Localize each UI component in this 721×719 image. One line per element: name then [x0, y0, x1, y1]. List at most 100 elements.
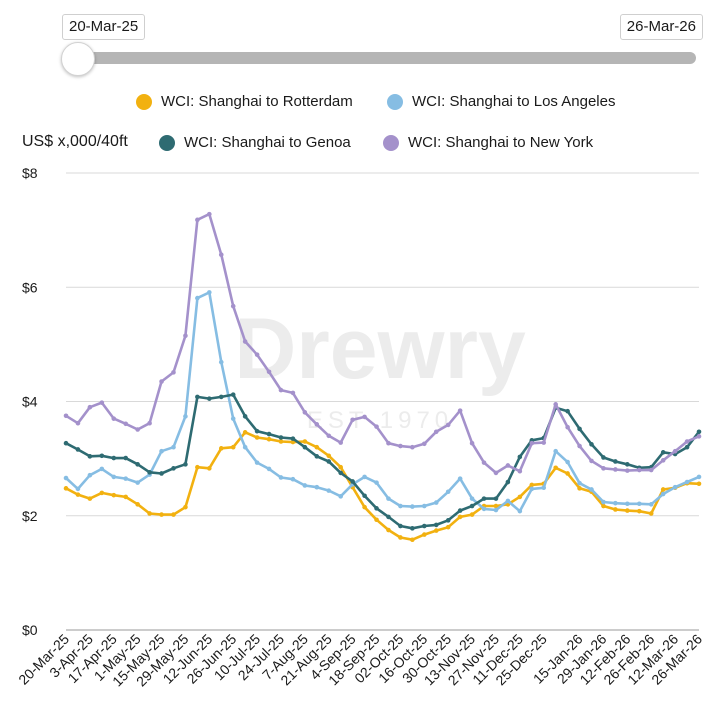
data-point[interactable] — [302, 483, 308, 488]
data-point[interactable] — [577, 426, 582, 432]
data-point[interactable] — [87, 454, 93, 459]
data-point[interactable] — [159, 379, 164, 384]
data-point[interactable] — [445, 518, 451, 523]
data-point[interactable] — [278, 475, 284, 480]
data-point[interactable] — [266, 466, 272, 472]
data-point[interactable] — [696, 474, 702, 480]
data-point[interactable] — [636, 508, 642, 514]
data-point[interactable] — [159, 448, 164, 454]
data-point[interactable] — [672, 484, 678, 490]
data-point[interactable] — [147, 470, 152, 475]
data-point[interactable] — [541, 440, 547, 445]
data-point[interactable] — [99, 453, 105, 459]
data-point[interactable] — [302, 410, 308, 415]
data-point[interactable] — [422, 523, 427, 529]
data-point[interactable] — [195, 464, 200, 470]
data-point[interactable] — [254, 460, 260, 465]
data-point[interactable] — [374, 506, 379, 511]
data-point[interactable] — [589, 487, 594, 492]
data-point[interactable] — [99, 400, 105, 405]
data-point[interactable] — [660, 487, 666, 492]
data-point[interactable] — [135, 480, 140, 485]
data-point[interactable] — [410, 444, 415, 450]
data-point[interactable] — [314, 444, 320, 450]
range-end-date[interactable]: 26-Mar-26 — [619, 14, 703, 40]
data-point[interactable] — [242, 430, 248, 435]
data-point[interactable] — [493, 507, 499, 513]
data-point[interactable] — [517, 494, 523, 500]
data-point[interactable] — [242, 414, 248, 419]
data-point[interactable] — [457, 508, 463, 513]
data-point[interactable] — [684, 479, 690, 485]
data-point[interactable] — [183, 462, 188, 467]
data-point[interactable] — [195, 217, 200, 223]
data-point[interactable] — [505, 463, 511, 468]
data-point[interactable] — [636, 467, 642, 473]
data-point[interactable] — [660, 450, 666, 455]
data-point[interactable] — [75, 486, 81, 492]
data-point[interactable] — [541, 485, 547, 491]
data-point[interactable] — [481, 460, 487, 465]
data-point[interactable] — [183, 333, 188, 339]
data-point[interactable] — [326, 459, 332, 464]
data-point[interactable] — [648, 511, 654, 516]
data-point[interactable] — [433, 429, 439, 435]
data-point[interactable] — [75, 420, 81, 426]
legend-item-new-york[interactable]: WCI: Shanghai to New York — [383, 134, 593, 151]
data-point[interactable] — [601, 503, 606, 509]
data-point[interactable] — [410, 504, 415, 509]
data-point[interactable] — [433, 528, 439, 533]
data-point[interactable] — [183, 414, 188, 419]
data-point[interactable] — [362, 504, 367, 510]
data-point[interactable] — [266, 369, 272, 375]
data-point[interactable] — [493, 503, 499, 509]
data-point[interactable] — [314, 484, 320, 490]
data-point[interactable] — [171, 512, 176, 517]
data-point[interactable] — [433, 522, 439, 528]
data-point[interactable] — [99, 466, 105, 472]
data-point[interactable] — [553, 448, 558, 454]
data-point[interactable] — [696, 434, 702, 439]
data-point[interactable] — [171, 370, 176, 375]
data-point[interactable] — [218, 359, 224, 365]
data-point[interactable] — [326, 488, 332, 493]
data-point[interactable] — [625, 508, 630, 513]
data-point[interactable] — [218, 252, 224, 257]
data-point[interactable] — [696, 481, 702, 487]
data-point[interactable] — [469, 503, 475, 509]
data-point[interactable] — [410, 526, 415, 531]
data-point[interactable] — [684, 444, 690, 450]
data-point[interactable] — [374, 517, 379, 523]
data-point[interactable] — [338, 440, 343, 445]
data-point[interactable] — [529, 440, 535, 446]
data-point[interactable] — [696, 429, 702, 435]
data-point[interactable] — [386, 514, 391, 520]
data-point[interactable] — [505, 479, 511, 485]
data-point[interactable] — [111, 416, 117, 421]
data-point[interactable] — [374, 480, 379, 485]
data-point[interactable] — [230, 416, 236, 421]
data-point[interactable] — [445, 524, 451, 530]
data-point[interactable] — [469, 512, 475, 517]
data-point[interactable] — [613, 500, 618, 506]
data-point[interactable] — [123, 455, 129, 461]
data-point[interactable] — [207, 290, 212, 295]
data-point[interactable] — [505, 498, 511, 504]
data-point[interactable] — [684, 439, 690, 444]
data-point[interactable] — [422, 532, 427, 537]
data-point[interactable] — [433, 500, 439, 505]
data-point[interactable] — [350, 479, 355, 484]
data-point[interactable] — [278, 387, 284, 393]
data-point[interactable] — [159, 471, 164, 476]
data-point[interactable] — [553, 465, 558, 471]
data-point[interactable] — [362, 493, 367, 499]
data-point[interactable] — [111, 455, 117, 461]
data-point[interactable] — [87, 472, 93, 478]
data-point[interactable] — [242, 444, 248, 450]
data-point[interactable] — [230, 444, 236, 450]
data-point[interactable] — [517, 454, 523, 460]
data-point[interactable] — [314, 454, 320, 459]
data-point[interactable] — [338, 494, 343, 499]
data-point[interactable] — [63, 440, 69, 446]
data-point[interactable] — [386, 527, 391, 533]
